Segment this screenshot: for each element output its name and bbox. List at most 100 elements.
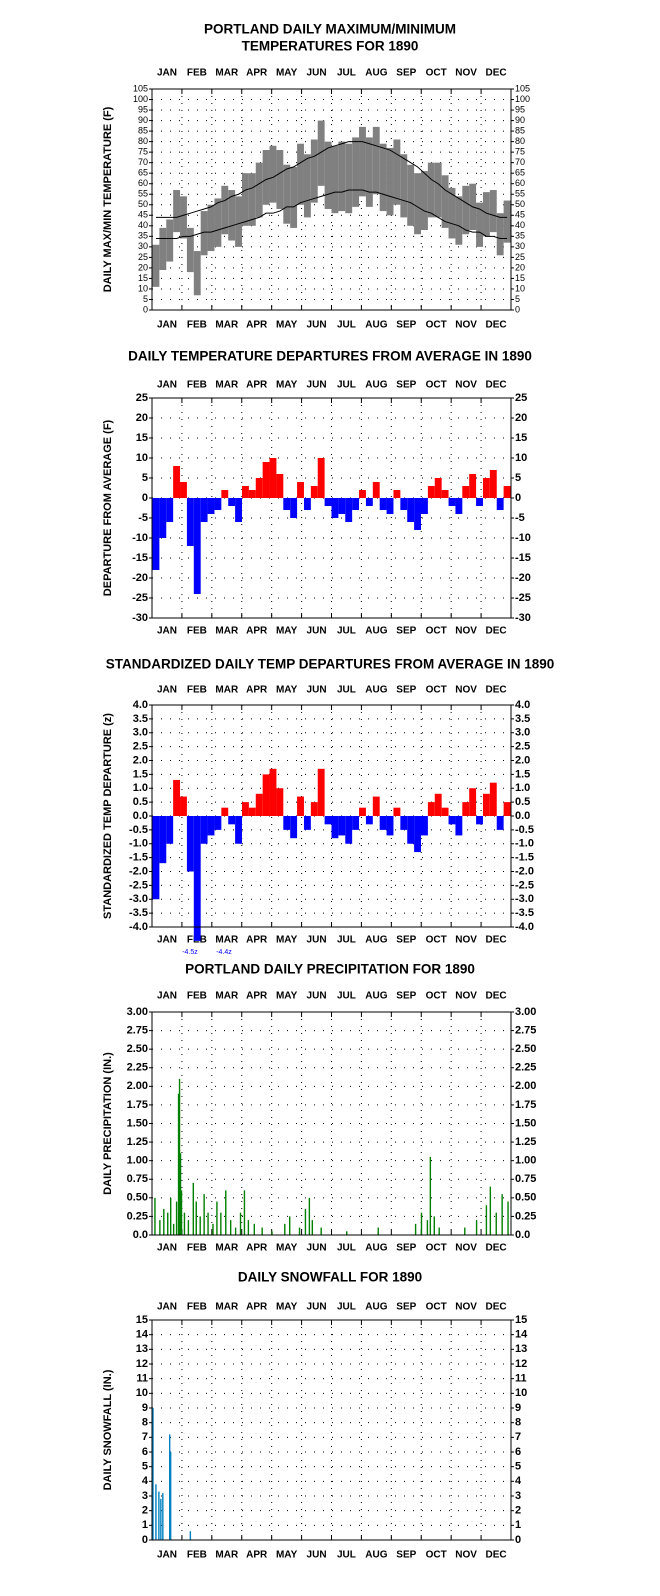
y-tick-label-right: 20 bbox=[515, 412, 527, 424]
plot-frame bbox=[151, 1011, 512, 1236]
y-axis-label: DEPARTURE FROM AVERAGE (F) bbox=[102, 419, 114, 596]
month-label-bottom: FEB bbox=[187, 626, 207, 637]
bar bbox=[317, 458, 325, 498]
y-tick-label: -3.5 bbox=[129, 907, 148, 919]
month-label-top: JUN bbox=[307, 380, 327, 391]
bar bbox=[271, 1231, 273, 1235]
temperature-range bbox=[476, 202, 483, 247]
y-tick-label-right: 0.75 bbox=[515, 1173, 536, 1185]
y-tick-label-right: -4.0 bbox=[515, 921, 534, 933]
temperature-range bbox=[241, 173, 249, 226]
month-label-top: MAR bbox=[215, 991, 239, 1002]
y-tick-label-right: 90 bbox=[515, 115, 525, 125]
month-label-top: OCT bbox=[426, 380, 447, 391]
bar bbox=[476, 498, 483, 506]
y-tick-label: 1.00 bbox=[127, 1155, 148, 1167]
bar bbox=[207, 1212, 209, 1235]
month-label-bottom: MAR bbox=[215, 626, 239, 637]
month-label-bottom: NOV bbox=[455, 626, 477, 637]
y-tick-label-right: 0.50 bbox=[515, 1192, 536, 1204]
month-label-top: MAY bbox=[276, 68, 298, 79]
temperature-range bbox=[331, 145, 339, 214]
bar bbox=[485, 1205, 488, 1235]
y-tick-label: 0 bbox=[143, 304, 148, 314]
month-label-top: NOV bbox=[455, 68, 477, 79]
bar bbox=[345, 816, 353, 844]
y-tick-label: 75 bbox=[138, 147, 148, 157]
y-tick-label-right: 4 bbox=[515, 1475, 522, 1487]
temperature-range bbox=[200, 211, 208, 256]
y-tick-label: 1.0 bbox=[133, 782, 148, 794]
bar bbox=[324, 816, 332, 825]
bar bbox=[434, 793, 442, 816]
bar bbox=[345, 498, 353, 522]
y-tick-label-right: 1.00 bbox=[515, 1155, 536, 1167]
bar bbox=[152, 1408, 154, 1540]
month-label-top: AUG bbox=[365, 1302, 387, 1313]
month-label-top: AUG bbox=[365, 380, 387, 391]
temperature-range bbox=[255, 162, 263, 218]
y-tick-label: -0.5 bbox=[129, 824, 148, 836]
y-tick-label: 100 bbox=[133, 94, 148, 104]
y-tick-label: 3.00 bbox=[127, 1006, 148, 1018]
y-tick-label: 2.25 bbox=[127, 1062, 148, 1074]
bar bbox=[179, 1153, 182, 1235]
temperature-range bbox=[303, 154, 311, 218]
bar bbox=[214, 816, 222, 830]
y-tick-label: 105 bbox=[133, 83, 148, 93]
y-tick-label: 30 bbox=[138, 241, 148, 251]
month-label-bottom: DEC bbox=[485, 626, 506, 637]
temperature-range bbox=[297, 143, 304, 205]
bar bbox=[203, 1194, 205, 1235]
temperature-range bbox=[152, 244, 160, 287]
temperature-range bbox=[228, 190, 236, 241]
y-tick-label: -10 bbox=[132, 532, 148, 544]
y-tick-label-right: -1.0 bbox=[515, 838, 534, 850]
y-tick-label-right: -25 bbox=[515, 592, 531, 604]
bar bbox=[193, 816, 201, 941]
y-tick-label: 15 bbox=[138, 273, 148, 283]
bar bbox=[304, 1208, 307, 1235]
annotation: -4.4z bbox=[216, 949, 232, 956]
bar bbox=[234, 1227, 237, 1235]
y-tick-label-right: 25 bbox=[515, 252, 525, 262]
y-tick-label-right: 0 bbox=[515, 304, 520, 314]
bar bbox=[503, 486, 511, 498]
bar bbox=[421, 816, 428, 836]
month-label-top: JAN bbox=[157, 380, 177, 391]
month-label-bottom: SEP bbox=[396, 1550, 416, 1561]
y-tick-label-right: 2.25 bbox=[515, 1062, 536, 1074]
month-label-top: SEP bbox=[396, 68, 416, 79]
month-label-top: MAY bbox=[276, 380, 298, 391]
month-label-bottom: OCT bbox=[426, 1243, 447, 1254]
y-tick-label: 0.0 bbox=[133, 1229, 148, 1241]
y-tick-label: 55 bbox=[138, 189, 148, 199]
bar bbox=[186, 498, 194, 546]
bar bbox=[469, 788, 477, 816]
y-tick-label-right: 1 bbox=[515, 1519, 521, 1531]
y-tick-label: 0.0 bbox=[133, 810, 148, 822]
y-tick-label: -15 bbox=[132, 552, 148, 564]
temperature-range bbox=[262, 150, 270, 205]
y-tick-label-right: 3.5 bbox=[515, 713, 530, 725]
temperature-range bbox=[276, 150, 284, 209]
y-tick-label: 1.25 bbox=[127, 1136, 148, 1148]
bar bbox=[248, 807, 256, 816]
chart-title: STANDARDIZED DAILY TEMP DEPARTURES FROM … bbox=[106, 657, 555, 672]
bar bbox=[169, 1434, 171, 1540]
bar bbox=[172, 1223, 175, 1235]
y-tick-label: 1 bbox=[142, 1519, 148, 1531]
month-label-top: JUL bbox=[337, 685, 356, 696]
y-axis-label: STANDARDIZED TEMP DEPARTURE (z) bbox=[102, 713, 114, 919]
y-tick-label-right: 15 bbox=[515, 273, 525, 283]
y-tick-label-right: 15 bbox=[515, 432, 527, 444]
month-label-top: JAN bbox=[157, 685, 177, 696]
bar bbox=[166, 498, 174, 522]
y-tick-label-right: 65 bbox=[515, 168, 525, 178]
month-label-top: JUN bbox=[307, 685, 327, 696]
month-label-bottom: MAY bbox=[276, 320, 298, 331]
bar bbox=[169, 1452, 172, 1540]
temperature-range bbox=[462, 185, 470, 235]
y-tick-label: 2.5 bbox=[133, 741, 148, 753]
